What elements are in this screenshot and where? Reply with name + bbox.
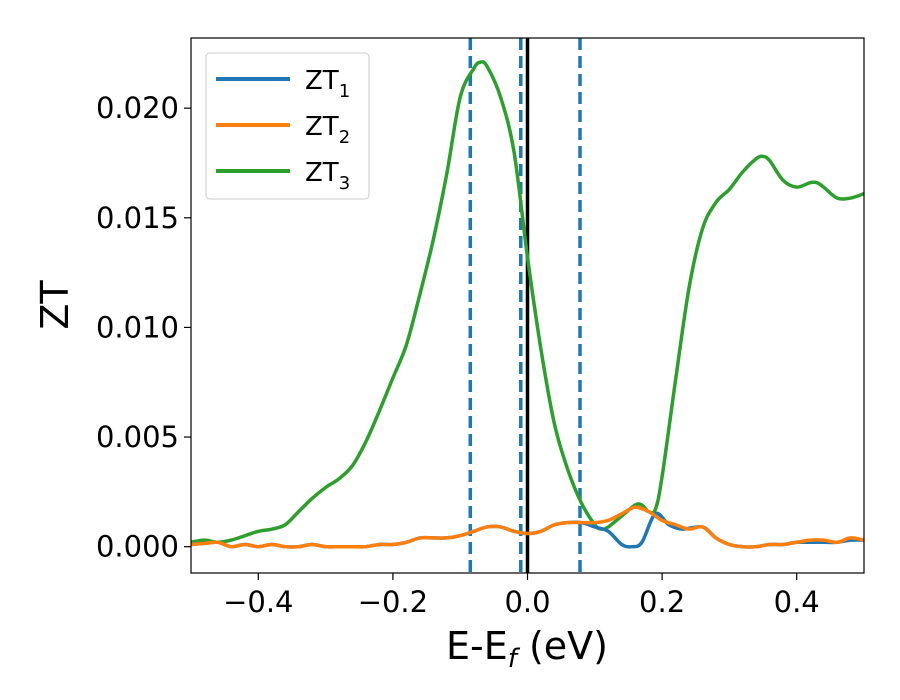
- legend-label-zt3: ZT3: [305, 158, 350, 194]
- series-line-zt2: [191, 505, 864, 549]
- x-tick-label: −0.4: [223, 585, 293, 619]
- y-tick-label: 0.010: [96, 310, 179, 344]
- y-tick-label: 0.000: [96, 530, 179, 564]
- x-tick-label: 0.2: [639, 585, 685, 619]
- x-tick-label: 0.4: [774, 585, 820, 619]
- x-axis: −0.4 −0.2 0.0 0.2 0.4: [223, 573, 820, 619]
- legend-label-zt1: ZT1: [305, 66, 350, 102]
- legend-entry-zt1: ZT1: [216, 66, 350, 102]
- x-axis-title-unit: (eV): [517, 624, 608, 668]
- y-tick-label: 0.015: [96, 201, 179, 235]
- x-tick-label: 0.0: [504, 585, 550, 619]
- legend: ZT1 ZT2 ZT3: [205, 52, 370, 200]
- x-axis-title-main: E-E: [446, 624, 508, 668]
- y-axis: 0.000 0.005 0.010 0.015 0.020: [96, 91, 191, 564]
- plot-area: [191, 38, 864, 573]
- x-tick-label: −0.2: [358, 585, 428, 619]
- series-line-zt3: [191, 60, 864, 545]
- y-tick-label: 0.020: [96, 91, 179, 125]
- legend-entry-zt3: ZT3: [216, 158, 350, 194]
- legend-entry-zt2: ZT2: [216, 112, 350, 148]
- legend-label-zt2: ZT2: [305, 112, 350, 148]
- plot-clip-group: [191, 38, 864, 573]
- x-axis-title: E-Ef (eV): [446, 624, 608, 674]
- y-tick-label: 0.005: [96, 420, 179, 454]
- y-axis-title: ZT: [33, 280, 77, 330]
